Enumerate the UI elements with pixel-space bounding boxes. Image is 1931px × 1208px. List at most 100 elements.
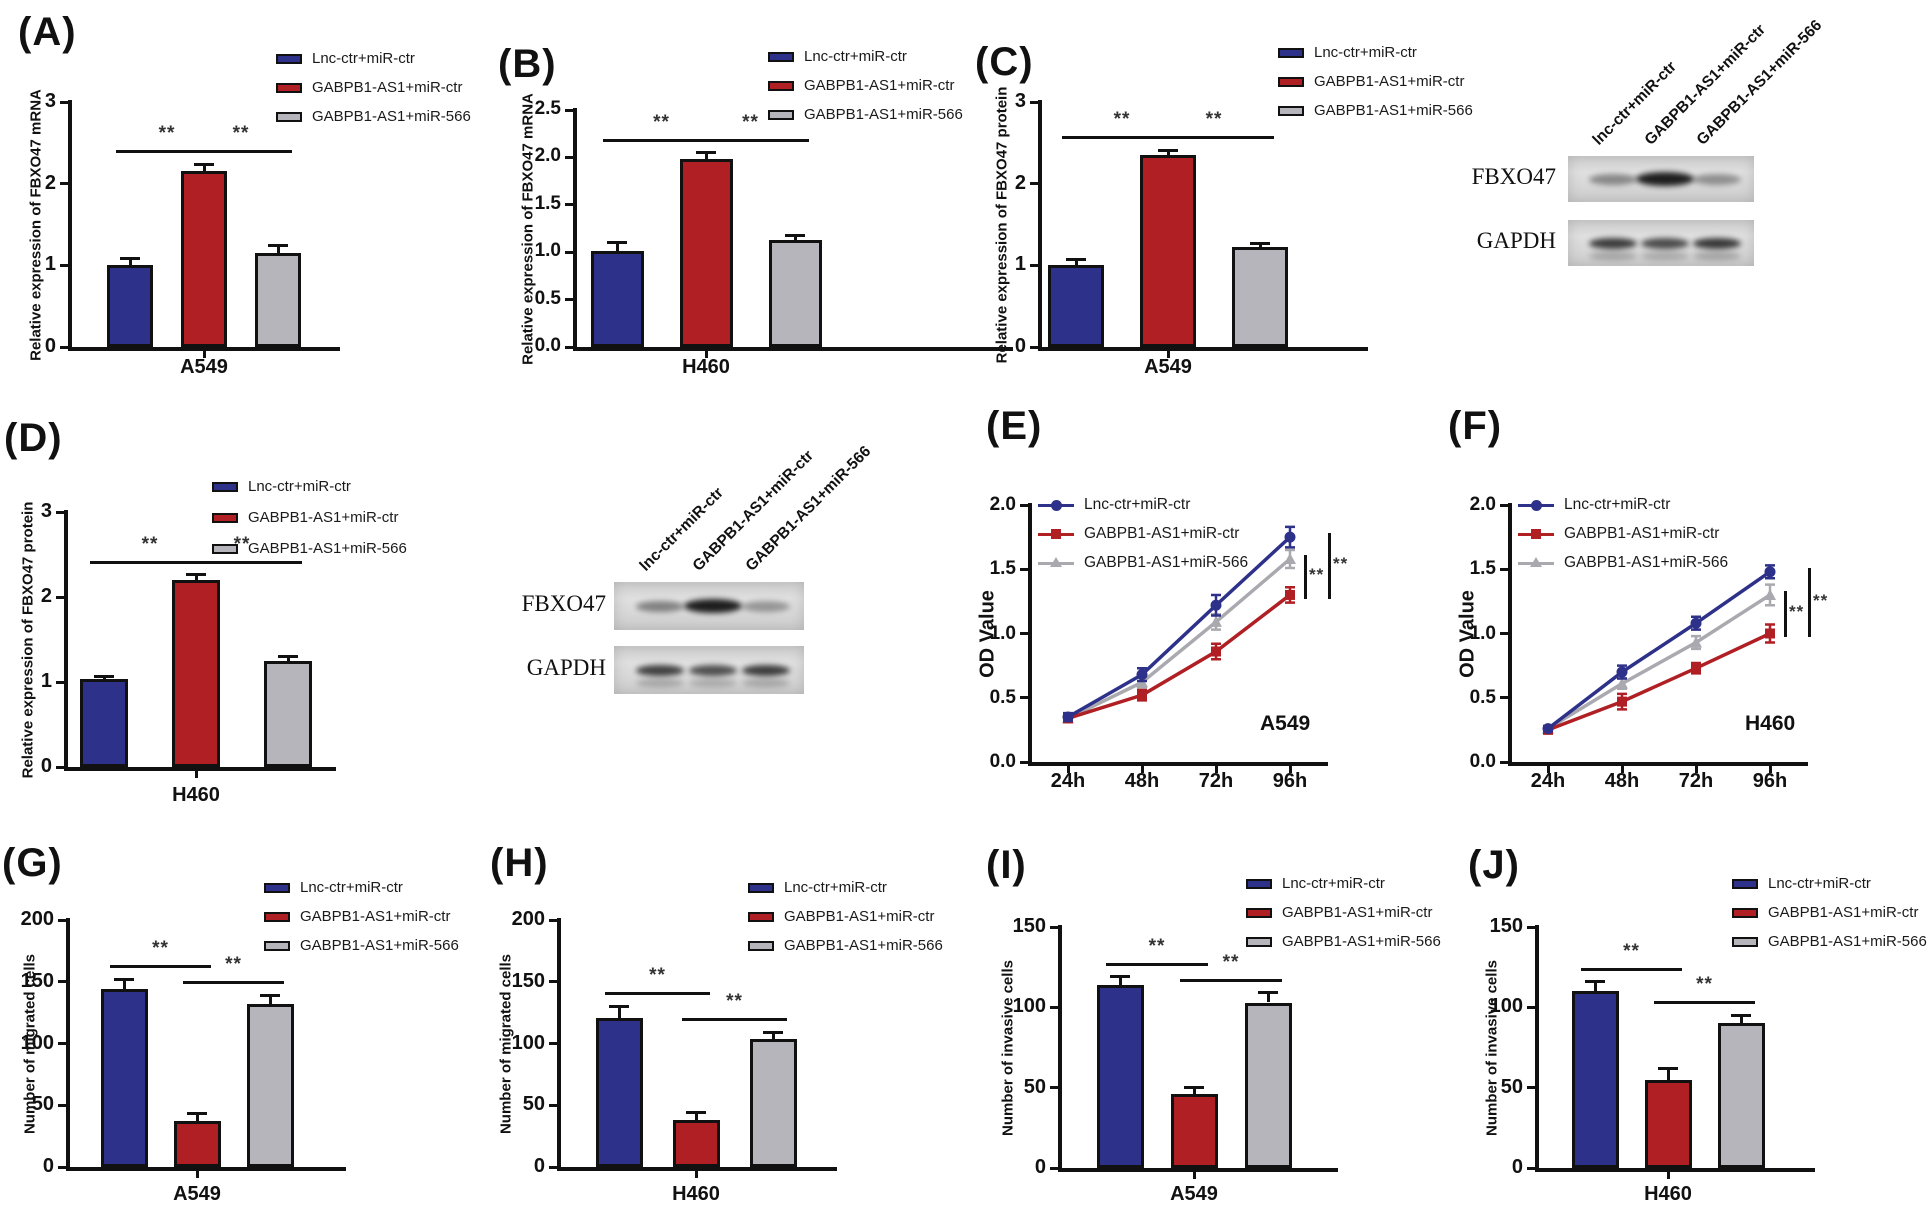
panel-label: (G): [2, 841, 63, 885]
legend-label: GABPB1-AS1+miR-566: [804, 106, 963, 123]
bar-gabpb1-as1-mir-566: [264, 660, 312, 767]
y-tick-label: 100: [1012, 995, 1046, 1018]
legend-swatch-icon: [1732, 878, 1758, 889]
significance-line: [603, 138, 720, 142]
legend-label: GABPB1-AS1+miR-566: [1282, 933, 1441, 950]
legend-item: GABPB1-AS1+miR-566: [264, 937, 459, 954]
protein-band: [688, 664, 737, 676]
series-line-square: [1547, 631, 1771, 732]
error-bar: [1666, 1068, 1670, 1080]
bar-lnc-ctr-mir-ctr: [80, 679, 128, 767]
significance-stars: **: [1148, 935, 1166, 957]
legend-swatch-icon: [276, 111, 302, 122]
significance-line: [1062, 136, 1182, 140]
protein-band: [1588, 173, 1637, 185]
y-tick: [1020, 632, 1028, 635]
legend-item: Lnc-ctr+miR-ctr: [1246, 875, 1385, 892]
legend-item: Lnc-ctr+miR-ctr: [276, 50, 415, 67]
legend-item: GABPB1-AS1+miR-ctr: [1732, 904, 1918, 921]
y-tick: [565, 108, 573, 112]
cell-line-annotation: A549: [1260, 712, 1311, 735]
x-tick: [202, 350, 206, 358]
x-axis: [1028, 762, 1328, 766]
y-tick: [549, 1042, 557, 1045]
error-bar: [704, 152, 708, 160]
error-bar-cap: [1250, 241, 1270, 245]
x-tick: [1214, 765, 1218, 773]
significance-line: [190, 150, 292, 154]
significance-stars: **: [1333, 554, 1349, 574]
x-tick: [1666, 1171, 1670, 1179]
legend-swatch-icon: [1278, 47, 1304, 58]
series-line-triangle: [1547, 593, 1771, 731]
error-bar-cap: [94, 674, 114, 678]
legend-item: Lnc-ctr+miR-ctr: [1518, 496, 1670, 514]
y-tick: [60, 345, 68, 349]
bar-gabpb1-as1-mir-ctr: [1170, 1094, 1218, 1168]
bar-gabpb1-as1-mir-ctr: [679, 159, 733, 347]
y-tick-label: 150: [20, 969, 54, 992]
legend-label: Lnc-ctr+miR-ctr: [312, 50, 415, 67]
y-axis: [68, 100, 72, 349]
legend-label: Lnc-ctr+miR-ctr: [804, 48, 907, 65]
y-tick-label: 200: [511, 908, 545, 930]
error-bar: [1074, 259, 1078, 265]
y-tick: [1020, 760, 1028, 764]
significance-line: [1106, 962, 1208, 966]
circle-marker: [1542, 723, 1554, 735]
blot-row-label: FBXO47: [521, 591, 606, 616]
significance-stars: **: [1623, 940, 1640, 962]
blot-row-label: GAPDH: [526, 655, 606, 680]
y-tick-label: 1: [40, 670, 52, 692]
legend-item: GABPB1-AS1+miR-566: [1246, 933, 1441, 950]
cell-line-label: H460: [672, 1183, 720, 1205]
x-tick: [704, 350, 708, 358]
bar-gabpb1-as1-mir-566: [1232, 247, 1288, 347]
panel-C_blot: FBXO47 GAPDH lnc-ctr+miR-ctr GABPB1-AS1+miR…: [1380, 6, 1930, 396]
significance-stars: **: [1789, 602, 1805, 622]
y-axis-title: Relative expression of FBXO47 mRNA: [519, 92, 537, 365]
x-axis: [1535, 1168, 1815, 1172]
error-bar-cap: [1658, 1066, 1678, 1070]
y-tick: [1030, 182, 1038, 186]
significance-stars: **: [742, 111, 759, 133]
error-bar-cap: [609, 1004, 629, 1008]
cell-line-label: A549: [180, 356, 228, 378]
y-tick: [565, 155, 573, 159]
significance-line: [1581, 967, 1682, 971]
x-tick-label: 24h: [1530, 770, 1566, 792]
legend-label: GABPB1-AS1+miR-566: [1564, 554, 1729, 571]
y-tick-label: 0.0: [989, 751, 1016, 772]
y-tick-label: 1.5: [1469, 558, 1496, 580]
legend-item: Lnc-ctr+miR-ctr: [264, 879, 403, 896]
legend-item: GABPB1-AS1+miR-566: [748, 937, 943, 954]
circle-marker-icon: [1530, 499, 1542, 511]
error-bar-cap: [1731, 1013, 1751, 1017]
y-tick-label: 2.0: [989, 494, 1016, 515]
error-bar-cap: [260, 993, 280, 997]
protein-band: [1640, 237, 1689, 249]
legend-item: Lnc-ctr+miR-ctr: [1038, 496, 1190, 514]
circle-marker: [1062, 711, 1074, 723]
y-tick-label: 0.0: [1469, 751, 1496, 772]
square-marker: [1211, 646, 1221, 657]
panel-J: (J) Lnc-ctr+miR-ctr GABPB1-AS1+miR-ctr GABP…: [1442, 835, 1931, 1208]
x-tick-label: 72h: [1678, 770, 1714, 792]
y-tick: [549, 1103, 557, 1107]
significance-line: [1304, 554, 1307, 599]
legend-item: GABPB1-AS1+miR-ctr: [1038, 525, 1239, 543]
legend-swatch-icon: [1246, 936, 1272, 947]
legend-label: GABPB1-AS1+miR-566: [300, 937, 459, 954]
legend-swatch-icon: [768, 51, 794, 62]
error-bar: [128, 258, 132, 266]
legend-marker-icon: [1518, 527, 1554, 541]
significance-stars: **: [1813, 590, 1829, 610]
significance-stars: **: [1309, 564, 1325, 584]
y-axis: [1028, 503, 1032, 764]
legend-label: GABPB1-AS1+miR-ctr: [1282, 904, 1433, 921]
legend-label: GABPB1-AS1+miR-ctr: [1768, 904, 1919, 921]
error-bar-cap: [114, 977, 134, 981]
error-bar: [276, 245, 280, 254]
bar-gabpb1-as1-mir-566: [1244, 1002, 1292, 1168]
error-bar: [195, 1113, 199, 1122]
